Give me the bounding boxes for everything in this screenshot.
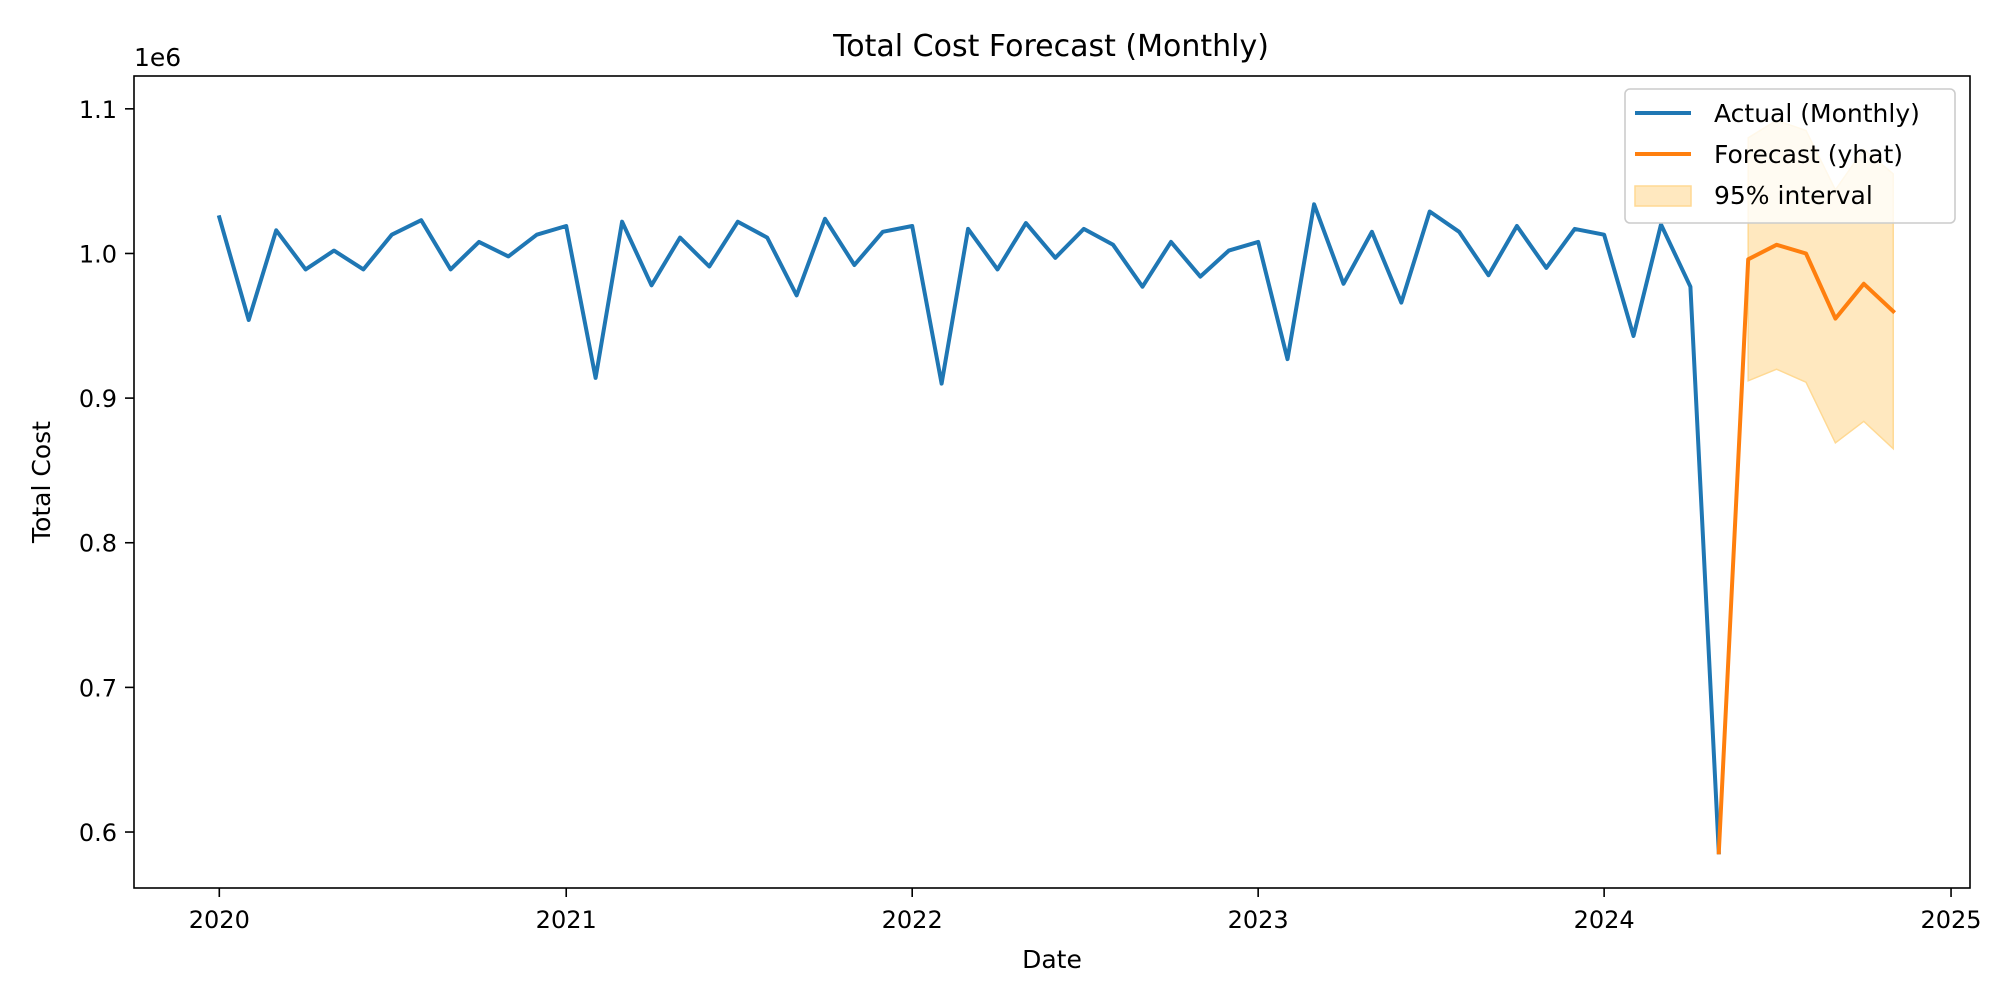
x-axis-label: Date <box>1022 945 1082 974</box>
x-tick-label: 2021 <box>536 906 597 934</box>
y-tick-label: 0.6 <box>79 819 117 847</box>
x-tick-label: 2025 <box>1921 906 1982 934</box>
y-tick-label: 0.8 <box>79 530 117 558</box>
chart-title: Total Cost Forecast (Monthly) <box>832 29 1269 64</box>
y-tick-label: 1.1 <box>79 96 117 124</box>
y-tick-label: 1.0 <box>79 240 117 268</box>
legend-label-forecast: Forecast (yhat) <box>1714 140 1903 169</box>
y-axis-label: Total Cost <box>27 421 56 544</box>
legend-swatch-interval <box>1635 186 1691 206</box>
x-tick-label: 2022 <box>882 906 943 934</box>
y-tick-label: 0.9 <box>79 385 117 413</box>
y-offset-label: 1e6 <box>134 43 181 72</box>
legend-label-interval: 95% interval <box>1714 181 1873 210</box>
x-tick-label: 2023 <box>1228 906 1289 934</box>
y-tick-label: 0.7 <box>79 674 117 702</box>
legend-label-actual: Actual (Monthly) <box>1714 99 1920 128</box>
x-tick-label: 2020 <box>189 906 250 934</box>
legend: Actual (Monthly) Forecast (yhat) 95% int… <box>1625 89 1955 223</box>
x-tick-label: 2024 <box>1574 906 1635 934</box>
